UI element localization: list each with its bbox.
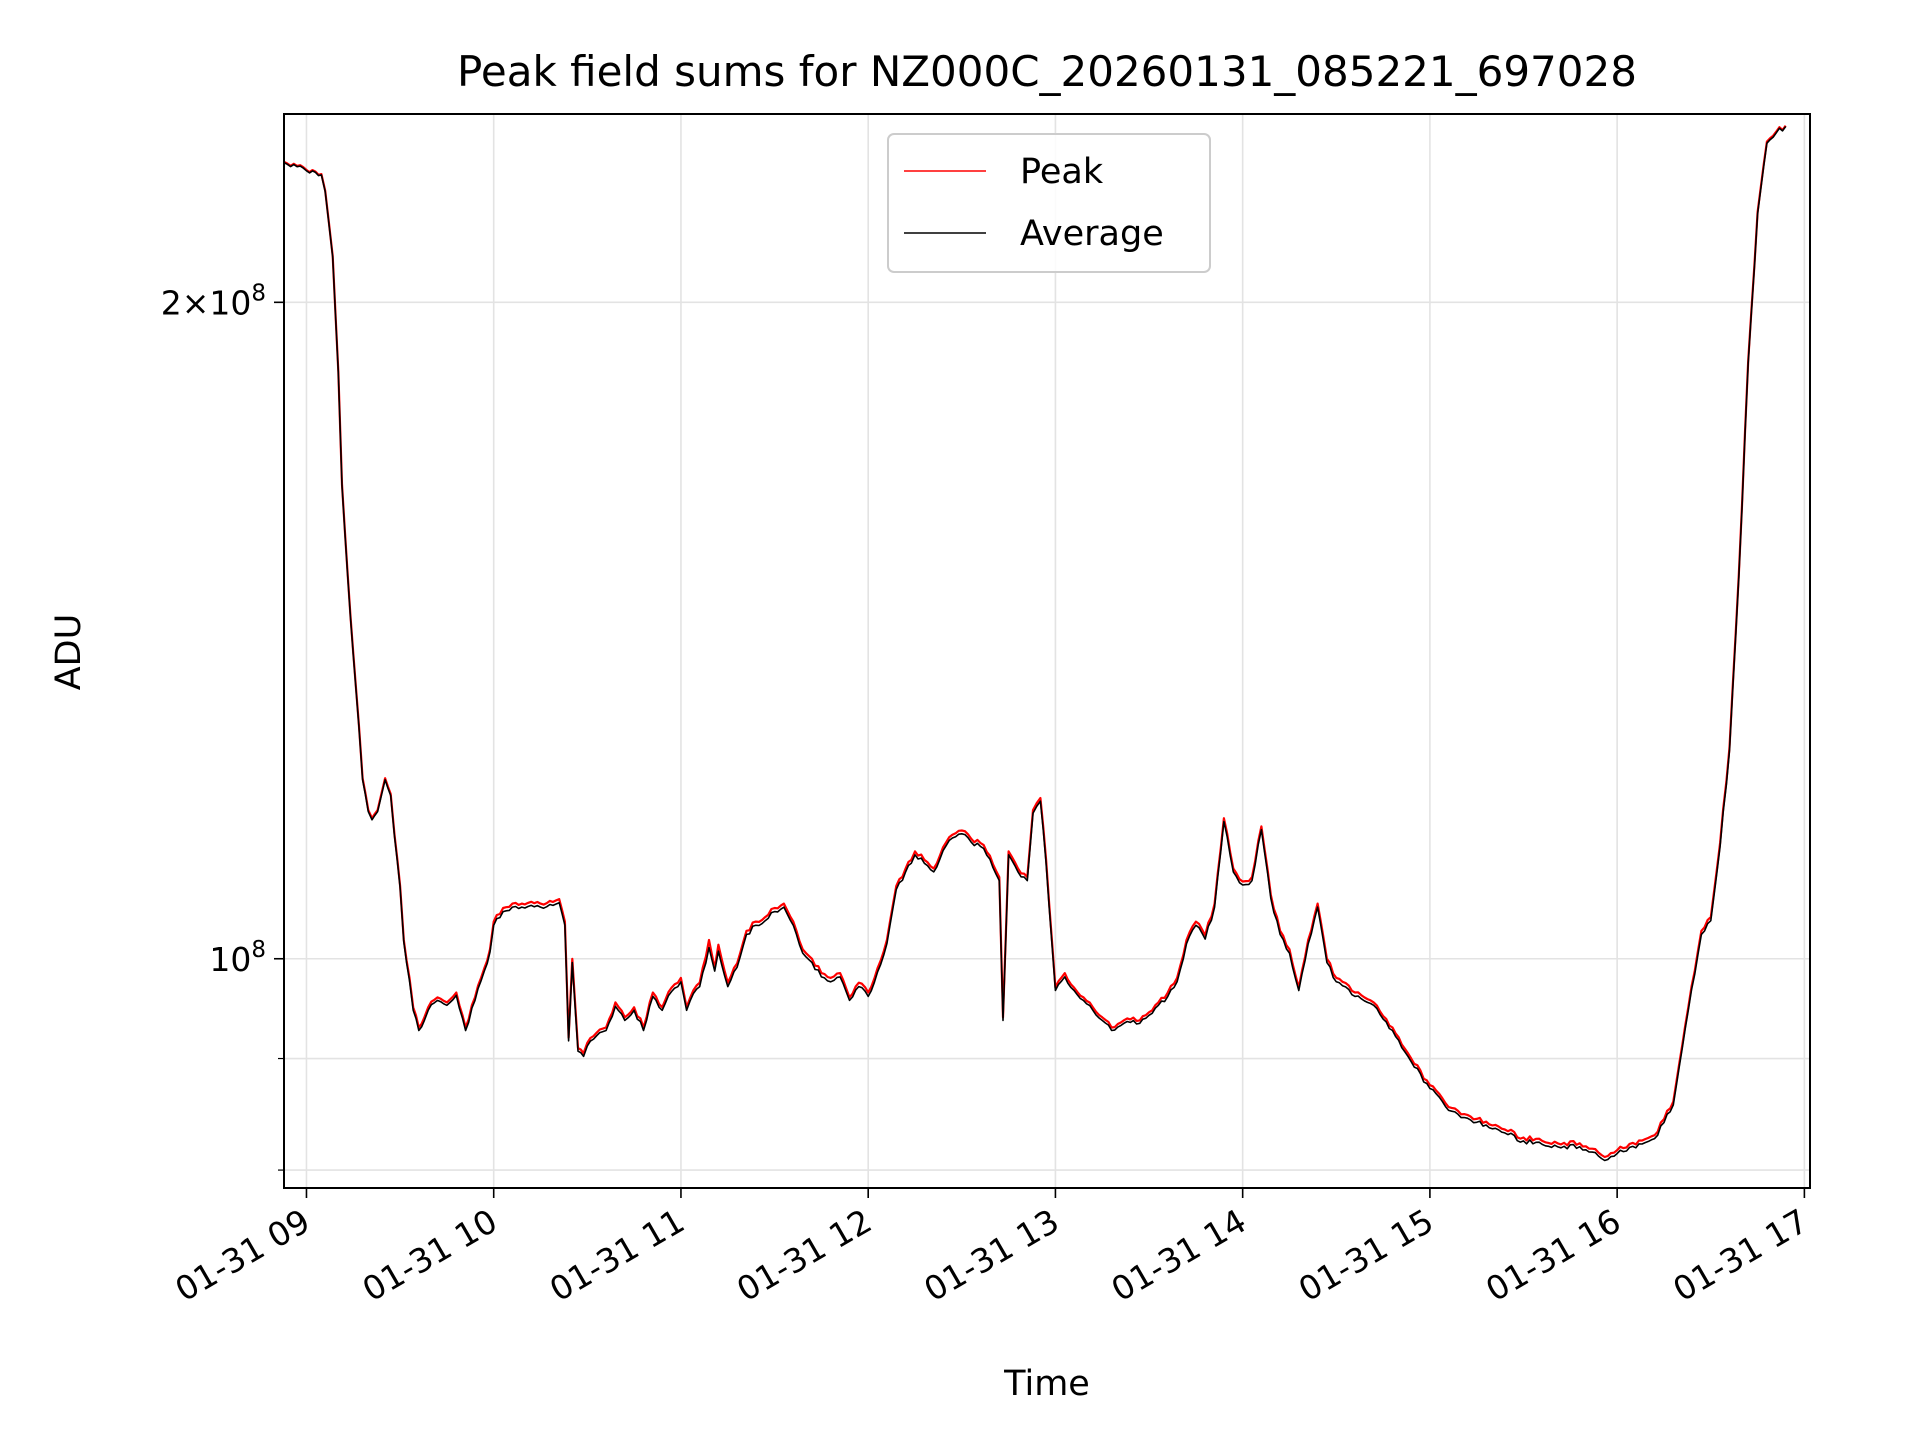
y-axis: 108 2×108	[161, 280, 284, 1171]
legend-label-average: Average	[1020, 214, 1164, 254]
series-line-peak	[284, 125, 1787, 1159]
y-tick-label: 108	[209, 937, 266, 979]
legend: Peak Average	[887, 133, 1211, 273]
y-axis-title: ADU	[49, 614, 89, 691]
series-line-average	[284, 126, 1787, 1162]
chart-title: Peak field sums for NZ000C_20260131_0852…	[457, 47, 1637, 96]
legend-label-peak: Peak	[1020, 152, 1104, 192]
series-layer	[284, 125, 1787, 1162]
legend-box	[887, 133, 1211, 273]
x-axis-title: Time	[1003, 1364, 1090, 1404]
grid	[284, 114, 1810, 1188]
y-tick-label: 2×108	[161, 280, 266, 322]
plot-frame	[283, 113, 1811, 1189]
